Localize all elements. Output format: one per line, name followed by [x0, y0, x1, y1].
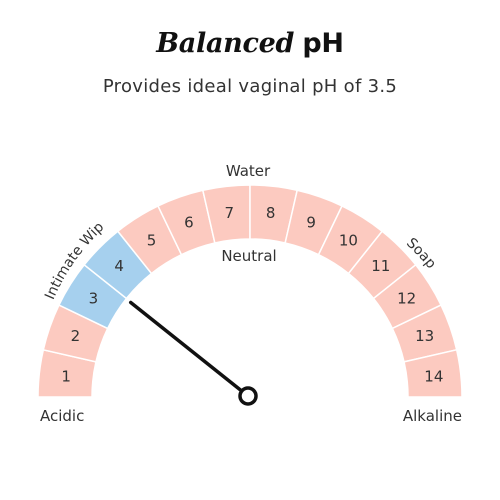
- title-script: Balanced: [156, 28, 295, 59]
- water-label: Water: [226, 162, 271, 180]
- acidic-label: Acidic: [40, 407, 84, 425]
- ph-segment-label-5: 5: [147, 231, 157, 249]
- ph-segment-label-11: 11: [371, 257, 390, 275]
- ph-segment-14: [403, 348, 463, 398]
- ph-segment-label-12: 12: [397, 290, 416, 308]
- neutral-label: Neutral: [221, 247, 276, 265]
- ph-segment-label-1: 1: [61, 367, 71, 385]
- ph-segment-label-3: 3: [89, 290, 99, 308]
- ph-segment-label-8: 8: [266, 204, 276, 222]
- page-subtitle: Provides ideal vaginal pH of 3.5: [102, 76, 398, 97]
- ph-segment-label-7: 7: [225, 204, 235, 222]
- gauge-needle: [128, 300, 250, 398]
- ph-segment-label-14: 14: [424, 367, 443, 385]
- ph-segment-label-10: 10: [339, 231, 358, 249]
- ph-segment-label-13: 13: [415, 327, 434, 345]
- page-title: Balanced pH: [0, 28, 500, 59]
- ph-segment-label-6: 6: [184, 213, 194, 231]
- alkaline-label: Alkaline: [403, 407, 462, 425]
- title-ph: pH: [302, 28, 344, 59]
- ph-segment-label-9: 9: [306, 213, 316, 231]
- ph-segment-label-4: 4: [114, 257, 124, 275]
- ph-segment-label-2: 2: [71, 327, 81, 345]
- needle-hub-icon: [238, 386, 258, 406]
